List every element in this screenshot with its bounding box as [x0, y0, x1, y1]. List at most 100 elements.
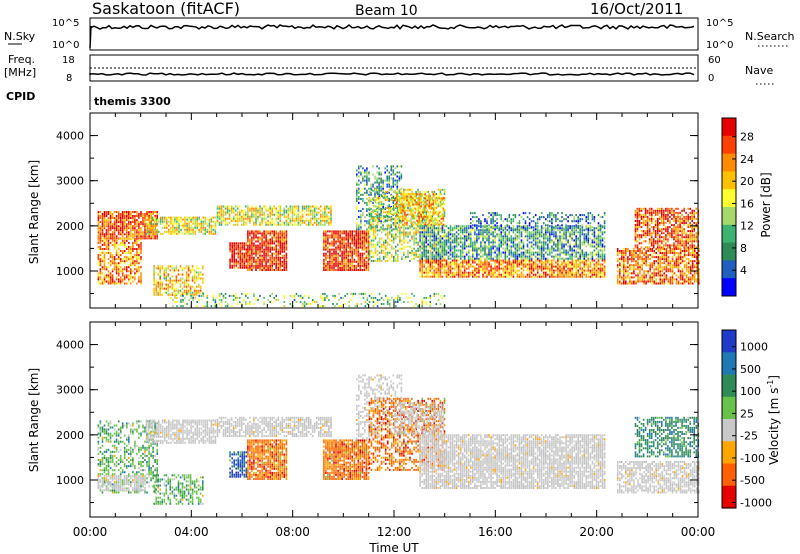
power-cell [277, 252, 280, 255]
power-cell [409, 259, 411, 262]
power-cell [130, 254, 132, 257]
power-cell [144, 231, 146, 234]
power-cell [512, 271, 515, 274]
power-cell [128, 280, 130, 283]
power-cell [425, 269, 427, 272]
power-cell [430, 215, 433, 218]
power-cell [476, 237, 478, 240]
power-cell [328, 219, 330, 222]
power-cell [549, 259, 551, 262]
power-cell [376, 165, 378, 168]
power-cell [430, 223, 433, 226]
power-cell [337, 266, 339, 269]
power-cell [581, 267, 584, 270]
power-cell [439, 221, 442, 224]
power-cell [382, 209, 385, 212]
power-cell [151, 224, 154, 227]
power-cell [438, 219, 441, 222]
power-cell [366, 169, 368, 172]
power-cell [484, 259, 486, 262]
power-cell [121, 274, 124, 277]
power-cell [101, 243, 104, 246]
power-cell [305, 213, 308, 216]
power-cell [463, 239, 466, 242]
power-cell [442, 219, 445, 222]
power-cell [285, 234, 288, 237]
power-cell [140, 235, 142, 238]
power-cell [185, 273, 188, 276]
power-cell [297, 213, 300, 216]
power-cell [461, 245, 464, 248]
power-cell [337, 230, 339, 233]
power-cell [461, 261, 464, 264]
power-cell [573, 267, 575, 270]
power-cell [374, 259, 377, 262]
power-cell [140, 256, 142, 259]
power-cell [279, 269, 282, 271]
power-cell [363, 238, 366, 241]
power-cell [416, 223, 418, 226]
power-cell [134, 239, 136, 242]
power-cell [107, 235, 110, 238]
power-cell [111, 254, 114, 257]
power-cell [97, 237, 100, 240]
power-cell [159, 275, 161, 278]
power-cell [451, 273, 454, 276]
power-cell [433, 229, 436, 232]
power-cell [218, 215, 221, 218]
power-cell [271, 213, 273, 216]
power-cell [109, 282, 112, 285]
power-cell [528, 275, 531, 278]
power-cell [441, 249, 444, 252]
power-cell [161, 218, 164, 221]
power-cell [465, 245, 468, 248]
power-cell [115, 229, 118, 232]
power-cell [208, 220, 211, 223]
power-cell [380, 216, 382, 219]
power-cell [465, 233, 468, 236]
power-cell [253, 215, 255, 218]
power-cell [567, 263, 569, 266]
power-cell [549, 263, 551, 266]
power-cell [478, 235, 480, 238]
power-cell [431, 271, 434, 274]
power-cell [431, 245, 434, 248]
power-cell [425, 197, 427, 199]
power-cell [395, 253, 397, 256]
power-cell [195, 275, 198, 278]
power-cell [265, 244, 267, 247]
power-cell [335, 248, 337, 251]
power-cell [404, 217, 406, 220]
power-cell [316, 211, 318, 214]
power-cell [419, 194, 421, 197]
power-cell [429, 243, 432, 246]
power-cell [275, 211, 277, 214]
power-cell [428, 199, 431, 202]
power-cell [144, 225, 146, 228]
power-cell [191, 293, 194, 296]
power-cell [335, 246, 337, 249]
power-cell [429, 229, 432, 232]
power-cell [189, 269, 192, 272]
power-cell [281, 269, 284, 271]
power-cell [432, 211, 435, 214]
power-cell [151, 232, 154, 235]
power-cell [145, 216, 148, 219]
power-cell [105, 280, 108, 283]
power-cell [345, 260, 347, 263]
power-cell [236, 217, 239, 220]
power-cell [601, 267, 604, 270]
power-cell [134, 248, 136, 250]
power-cell [422, 221, 424, 224]
power-cell [457, 273, 460, 276]
power-cell [235, 252, 237, 255]
power-cell [386, 195, 388, 198]
power-cell [265, 260, 267, 263]
power-cell [579, 259, 581, 262]
power-cell [349, 232, 351, 235]
power-cell [534, 275, 537, 278]
power-cell [212, 224, 215, 227]
power-cell [433, 241, 436, 244]
power-cell [382, 221, 385, 224]
power-cell [429, 241, 432, 244]
